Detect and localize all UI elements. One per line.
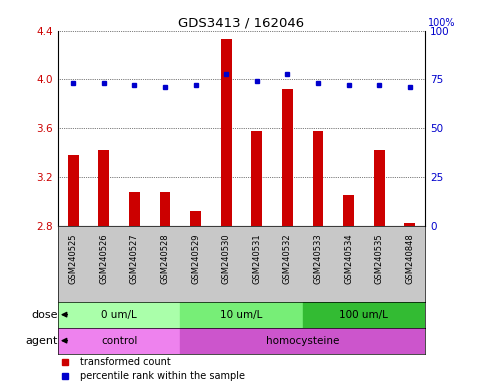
- Text: GSM240529: GSM240529: [191, 233, 200, 284]
- Bar: [374, 150, 384, 226]
- Text: GSM240533: GSM240533: [313, 233, 323, 284]
- Bar: [180, 328, 425, 354]
- Bar: [404, 223, 415, 226]
- Text: homocysteine: homocysteine: [266, 336, 340, 346]
- Bar: [180, 302, 303, 328]
- Text: GSM240528: GSM240528: [160, 233, 170, 284]
- Text: control: control: [101, 336, 137, 346]
- Text: transformed count: transformed count: [80, 357, 170, 367]
- Text: GSM240526: GSM240526: [99, 233, 108, 284]
- Text: GSM240530: GSM240530: [222, 233, 231, 284]
- Bar: [252, 131, 262, 226]
- Text: 100 um/L: 100 um/L: [340, 310, 388, 319]
- Text: GSM240532: GSM240532: [283, 233, 292, 284]
- Bar: [303, 302, 425, 328]
- Bar: [282, 89, 293, 226]
- Bar: [313, 131, 323, 226]
- Text: 10 um/L: 10 um/L: [220, 310, 263, 319]
- Text: GSM240535: GSM240535: [375, 233, 384, 284]
- Text: agent: agent: [26, 336, 58, 346]
- Title: GDS3413 / 162046: GDS3413 / 162046: [178, 17, 305, 30]
- Bar: [58, 302, 180, 328]
- Bar: [68, 155, 79, 226]
- Bar: [221, 39, 231, 226]
- Bar: [129, 192, 140, 226]
- Text: 100%: 100%: [428, 18, 455, 28]
- Text: 0 um/L: 0 um/L: [101, 310, 137, 319]
- Bar: [343, 195, 354, 226]
- Bar: [190, 211, 201, 226]
- Bar: [58, 328, 180, 354]
- Text: dose: dose: [31, 310, 58, 319]
- Text: GSM240848: GSM240848: [405, 233, 414, 284]
- Bar: [99, 150, 109, 226]
- Text: GSM240527: GSM240527: [130, 233, 139, 284]
- Text: GSM240534: GSM240534: [344, 233, 353, 284]
- Text: GSM240525: GSM240525: [69, 233, 78, 284]
- Bar: [160, 192, 170, 226]
- Text: percentile rank within the sample: percentile rank within the sample: [80, 371, 245, 381]
- Text: GSM240531: GSM240531: [252, 233, 261, 284]
